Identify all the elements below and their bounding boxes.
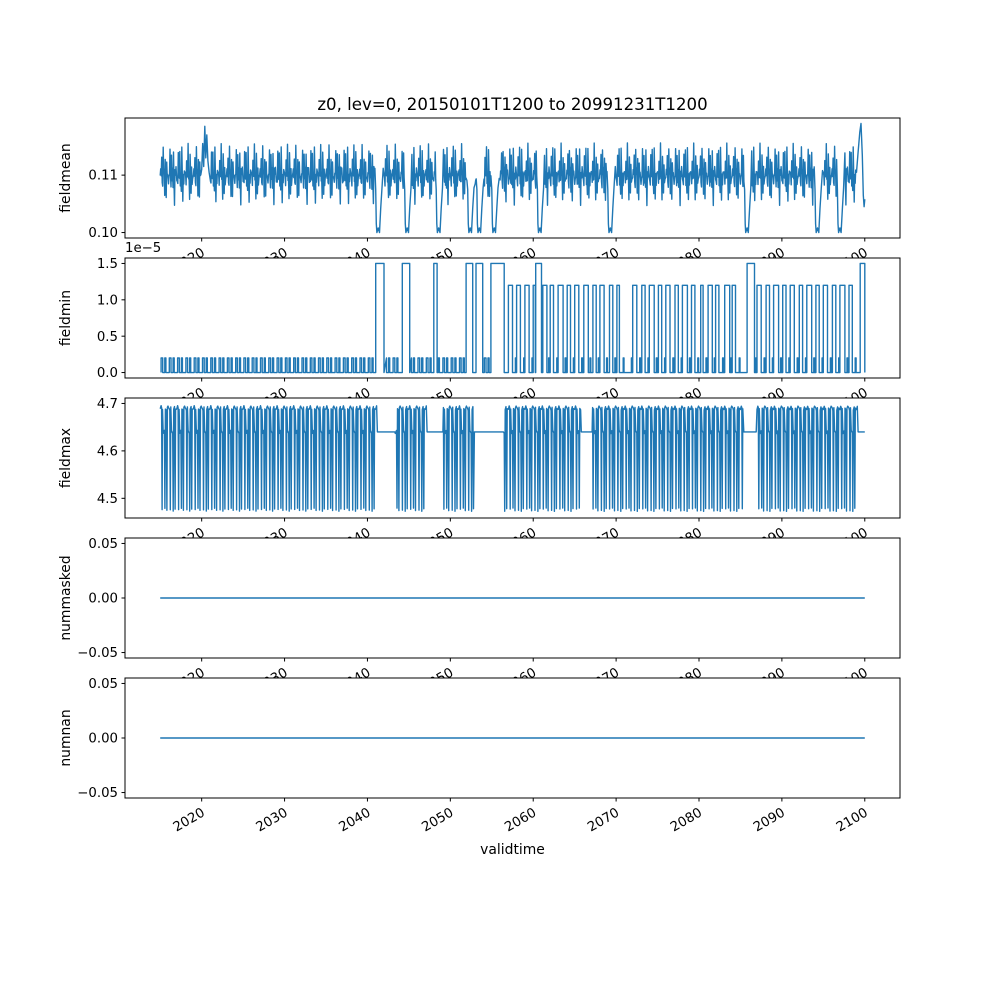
y-tick-label: 0.05 <box>88 677 118 692</box>
subplot-fieldmin: 0.00.51.01.52020203020402050206020702080… <box>58 257 901 415</box>
x-tick-label: 2020 <box>171 805 208 835</box>
chart-title: z0, lev=0, 20150101T1200 to 20991231T120… <box>317 95 708 114</box>
x-axis-label: validtime <box>480 842 545 858</box>
subplot-numnan: −0.05 0.00 0.05 2020 2030 2040 2050 2060 2070 208… <box>58 677 901 835</box>
x-tick-label: 2060 <box>502 805 539 835</box>
subplot-fieldmax: 4.54.64.72020203020402050206020702080209… <box>58 397 901 555</box>
y-tick-label: 0.10 <box>88 226 118 241</box>
x-tick-label: 2050 <box>420 805 457 835</box>
series-line-fieldmin <box>160 262 866 374</box>
y-axis-label-fieldmean: fieldmean <box>58 143 74 212</box>
y-axis-label-fieldmin: fieldmin <box>58 290 74 346</box>
y-tick-label: 0.00 <box>88 592 118 607</box>
x-tick-label: 2080 <box>668 805 705 835</box>
y-tick-label: 1.5 <box>97 257 118 272</box>
y-axis-label-nummasked: nummasked <box>58 555 74 640</box>
x-tick-label: 2040 <box>337 805 374 835</box>
x-tick-label: 2030 <box>254 805 291 835</box>
y-tick-label: 4.5 <box>97 492 118 507</box>
y-axis-label-fieldmax: fieldmax <box>58 428 74 488</box>
x-tick-label: 2070 <box>585 805 622 835</box>
y-axis-label-numnan: numnan <box>58 709 74 766</box>
y-tick-label: 4.6 <box>97 444 118 459</box>
y-tick-label: 4.7 <box>97 397 118 412</box>
y-tick-label: 0.5 <box>97 330 118 345</box>
y-tick-label: −0.05 <box>77 786 118 801</box>
y-axis-offset-text: 1e−5 <box>125 241 162 256</box>
y-tick-label: −0.05 <box>77 646 118 661</box>
x-tick-label: 2090 <box>751 805 788 835</box>
x-tick-label: 2100 <box>834 805 871 835</box>
y-tick-label: 0.00 <box>88 732 118 747</box>
y-tick-label: 0.11 <box>88 169 118 184</box>
subplot-nummasked: −0.050.000.05202020302040205020602070208… <box>58 537 901 695</box>
y-tick-label: 1.0 <box>97 293 118 308</box>
series-line-fieldmax <box>159 404 865 513</box>
y-tick-label: 0.05 <box>88 537 118 552</box>
series-line-fieldmean <box>159 122 866 234</box>
y-tick-label: 0.0 <box>97 366 118 381</box>
subplot-fieldmean: 0.100.1120202030204020502060207020802090… <box>58 117 901 275</box>
